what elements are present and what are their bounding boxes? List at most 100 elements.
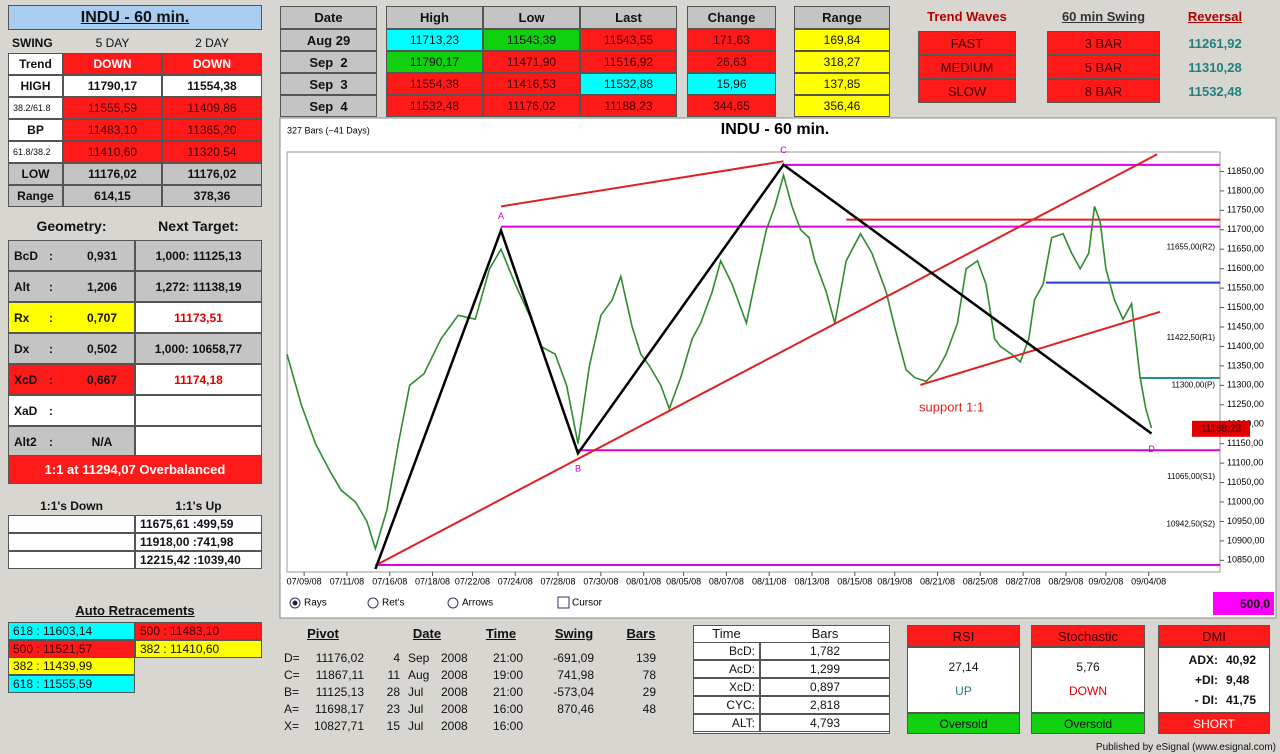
quote-value: 11516,92 [580,51,677,73]
y-tick-label: 11050,00 [1227,477,1264,487]
geometry-colon: : [49,310,53,325]
x-tick-label: 07/18/08 [415,576,450,586]
section-header: Reversal [1187,8,1243,24]
column-header: 5 DAY [95,36,130,50]
radio-button[interactable] [367,597,379,609]
quote-value: 171,63 [687,29,776,51]
geometry-target [135,395,262,426]
pivot-level-label: 10942,50(S2) [1167,519,1216,528]
column-header: High [386,6,483,29]
pivot-cell: 23 [386,701,400,716]
swing-value: 11365,20 [162,119,262,141]
one-to-one-cell: 11675,61 :499,59 [135,515,262,533]
x-tick-label: 07/22/08 [455,576,490,586]
y-tick-label: 11250,00 [1227,399,1264,409]
y-tick-label: 11500,00 [1227,302,1264,312]
swing-value: 11320,54 [162,141,262,163]
x-tick-label: 09/04/08 [1131,576,1166,586]
checkbox[interactable] [557,596,570,609]
pivot-cell: C= [284,667,300,682]
section-header: Trend Waves [927,8,1007,24]
geometry-cell [8,302,135,333]
control-label: Rays [304,598,327,609]
geometry-cell [8,395,135,426]
y-tick-label: 10950,00 [1227,516,1265,526]
geometry-target: 11173,51 [135,302,262,333]
panel-title: INDU - 60 min. [8,5,262,30]
geometry-ratio: 0,667 [86,372,118,387]
pivot-cell: 11867,11 [315,667,364,682]
pivot-cell: 78 [642,667,656,682]
time-label: BcD: [693,642,760,660]
indicator-value: 41,75 [1226,693,1257,707]
indicator-label: - DI: [1194,693,1218,707]
y-tick-label: 11400,00 [1227,341,1264,351]
pivot-cell: X= [284,718,300,733]
price-line [286,172,1153,552]
column-header: 1:1's Up [175,498,222,513]
y-tick-label: 11700,00 [1227,224,1264,234]
geometry-ratio: N/A [91,434,113,449]
pivot-cell: Jul [408,701,424,716]
x-tick-label: 07/09/08 [287,576,322,586]
reversal-value: 11532,48 [1188,83,1242,99]
pivot-cell: Sep [408,650,430,665]
indicator-value: 5,76 [1076,660,1100,674]
pattern-label: A [498,211,504,221]
annotation: support 1:1 [919,399,984,414]
y-tick-label: 11100,00 [1227,457,1263,467]
indicator-title: DMI [1158,625,1270,647]
column-header: Low [483,6,580,29]
pivot-cell: 741,98 [557,667,594,682]
x-tick-label: 08/05/08 [666,576,701,586]
one-to-one-cell: 12215,42 :1039,40 [135,551,262,569]
indicator-signal: UP [955,684,972,698]
indicator-value: 40,92 [1226,653,1257,667]
geometry-cell [8,271,135,302]
geometry-label: Rx [14,310,30,325]
column-header: Last [580,6,677,29]
y-tick-label: 11000,00 [1227,496,1264,506]
pivot-cell: B= [284,684,300,699]
x-tick-label: 08/19/08 [877,576,912,586]
y-tick-label: 10900,00 [1227,535,1265,545]
column-header: Range [794,6,890,29]
column-header: Bars [811,626,839,641]
pivot-level-label: 11065,00(S1) [1167,472,1215,481]
pivot-cell: 16:00 [492,718,524,733]
geometry-target: 1,000: 11125,13 [135,240,262,271]
y-tick-label: 11350,00 [1227,360,1264,370]
indicator-label: ADX: [1188,653,1218,667]
section-header: Next Target: [158,218,239,234]
chart-panel [279,117,1277,619]
pivot-cell: 11176,02 [315,650,364,665]
control-label: Cursor [572,598,603,609]
y-tick-label: 11450,00 [1227,321,1264,331]
trend-line [374,153,1158,567]
time-value: 2,818 [760,696,890,714]
row-label: BP [8,119,63,141]
pivot-cell: D= [284,650,300,665]
quote-value: 318,27 [794,51,890,73]
quote-value: 356,46 [794,95,890,117]
pattern-label: C [780,145,787,155]
x-tick-label: 08/15/08 [837,576,872,586]
geometry-label: XaD [14,403,38,418]
column-header: 2 DAY [195,36,229,50]
wave-button: 5 BAR [1047,55,1160,79]
one-to-one-cell [8,515,135,533]
retracement-cell: 618 : 11555,59 [8,674,135,693]
section-header: Auto Retracements [75,602,195,618]
geometry-ratio [70,395,134,426]
swing-value: DOWN [63,53,162,75]
column-header: SWING [12,36,53,50]
pivot-cell: 15 [386,718,400,733]
wave-button: MEDIUM [918,55,1016,79]
pivot-cell: 11 [387,667,400,682]
radio-button[interactable] [447,597,459,609]
indicator-status: SHORT [1158,713,1270,734]
y-tick-label: 11600,00 [1227,263,1264,273]
quote-value: 137,85 [794,73,890,95]
time-bars-table [693,625,890,734]
x-tick-label: 08/25/08 [963,576,998,586]
